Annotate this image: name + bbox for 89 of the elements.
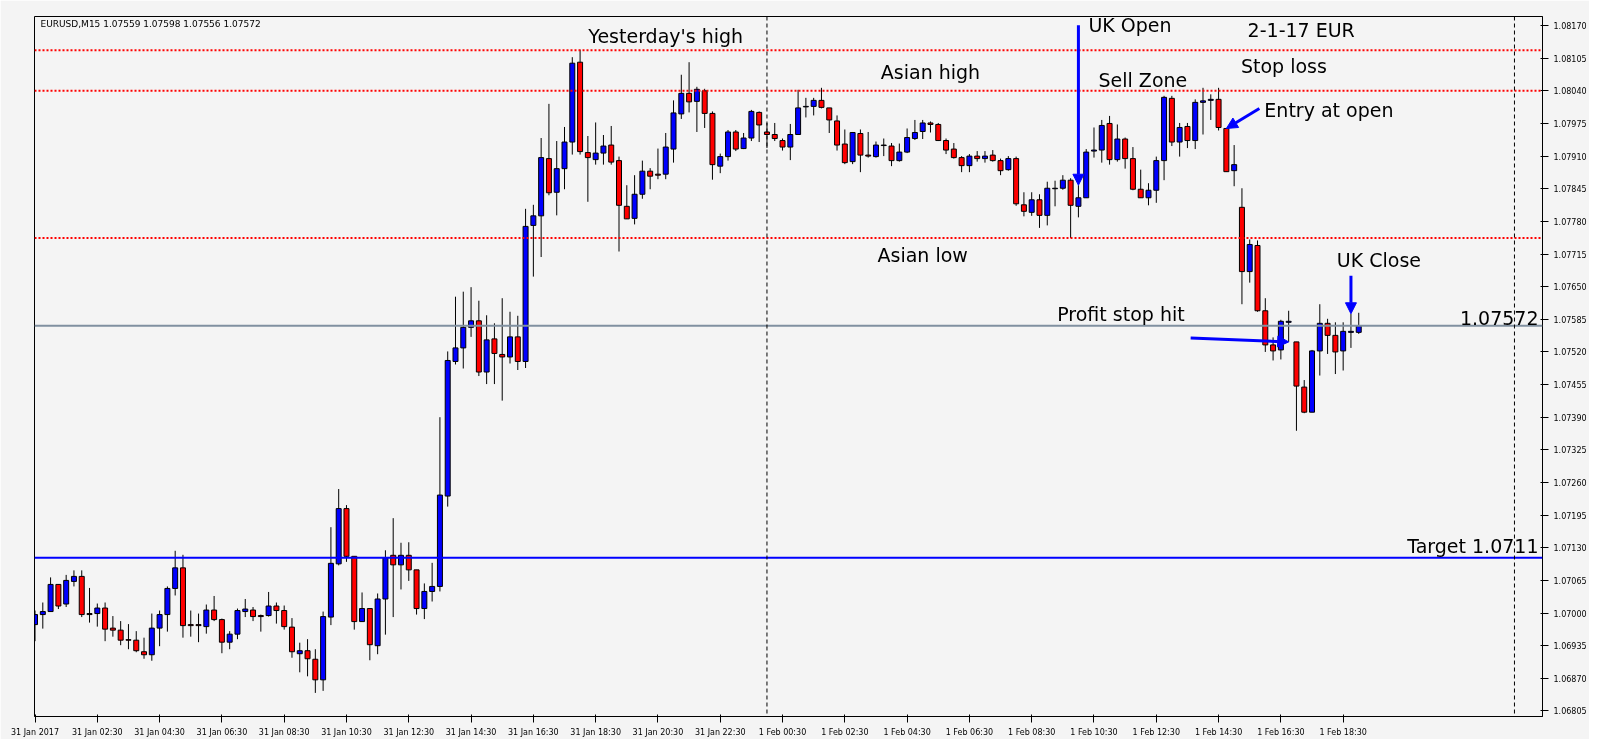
y-tick-label: 1.07065 (1553, 576, 1587, 586)
x-tick-label: 1 Feb 12:30 (1132, 727, 1180, 737)
y-tick-label: 1.07390 (1553, 413, 1587, 423)
x-tick-label: 31 Jan 14:30 (445, 727, 497, 737)
annotation: 2-1-17 EUR (1247, 19, 1355, 42)
candlestick (109, 615, 116, 638)
candlestick (405, 541, 412, 582)
candlestick (904, 127, 911, 154)
x-tick-label: 31 Jan 08:30 (258, 727, 310, 737)
candlestick (584, 135, 591, 203)
y-tick-label: 1.08170 (1553, 22, 1587, 32)
x-tick-label: 31 Jan 18:30 (570, 727, 621, 737)
y-tick-label: 1.07000 (1553, 609, 1587, 619)
annotation: UK Close (1336, 248, 1422, 271)
y-tick-label: 1.07520 (1553, 348, 1587, 358)
candlestick (693, 86, 700, 133)
candlestick (507, 311, 513, 364)
annotation: Stop loss (1240, 54, 1327, 77)
annotation: Asian high (880, 60, 981, 83)
ref-line-label: Target 1.0711 (1406, 534, 1539, 557)
y-tick-label: 1.08105 (1553, 54, 1587, 64)
chart-title: EURUSD,M15 1.07559 1.07598 1.07556 1.07572 (40, 18, 261, 29)
y-tick-label: 1.07780 (1553, 217, 1587, 227)
x-tick-label: 1 Feb 00:30 (758, 727, 807, 737)
x-tick-label: 31 Jan 04:30 (134, 727, 185, 737)
x-tick-label: 1 Feb 04:30 (883, 727, 931, 737)
y-tick-label: 1.06805 (1553, 707, 1587, 717)
candlestick (133, 630, 140, 653)
candlestick (530, 204, 537, 278)
candlestick (911, 119, 918, 141)
candlestick (429, 562, 436, 603)
candlestick (499, 297, 506, 402)
x-tick-label: 1 Feb 10:30 (1070, 727, 1118, 737)
candlestick (141, 637, 148, 660)
candlestick (211, 595, 218, 622)
candlestick (981, 150, 988, 164)
x-tick-label: 31 Jan 22:30 (694, 727, 746, 737)
ref-line-label: 1.07572 (1459, 306, 1539, 329)
x-tick-label: 31 Jan 2017 (11, 727, 60, 737)
x-tick-label: 31 Jan 10:30 (321, 727, 372, 737)
y-tick-label: 1.08040 (1553, 87, 1587, 97)
y-tick-label: 1.06870 (1553, 674, 1587, 684)
x-tick-label: 31 Jan 12:30 (383, 727, 435, 737)
y-tick-label: 1.07455 (1553, 381, 1587, 391)
annotation: Asian low (877, 243, 968, 266)
candlestick (826, 107, 833, 134)
y-tick-label: 1.07650 (1553, 283, 1587, 293)
candlestick (1270, 336, 1277, 361)
x-tick-label: 1 Feb 18:30 (1319, 727, 1367, 737)
x-tick-label: 1 Feb 08:30 (1008, 727, 1056, 737)
candlestick (865, 131, 872, 159)
candlestick (1091, 126, 1097, 159)
x-tick-label: 31 Jan 16:30 (508, 727, 559, 737)
x-tick-label: 31 Jan 20:30 (632, 727, 684, 737)
y-tick-label: 1.07975 (1553, 119, 1587, 129)
y-tick-label: 1.07325 (1553, 446, 1587, 456)
y-tick-label: 1.07260 (1553, 479, 1587, 488)
y-tick-label: 1.07910 (1553, 152, 1587, 162)
candlestick (1020, 191, 1027, 217)
candlestick (312, 648, 319, 694)
candlestick (218, 618, 225, 654)
y-tick-label: 1.07130 (1553, 544, 1587, 554)
x-tick-label: 1 Feb 16:30 (1257, 727, 1305, 737)
candlestick (802, 97, 809, 118)
annotation: Profit stop hit (1057, 302, 1185, 325)
x-tick-label: 1 Feb 02:30 (821, 727, 869, 737)
candlestick (226, 630, 233, 650)
y-tick-label: 1.07195 (1553, 511, 1587, 521)
candlestick (654, 148, 661, 180)
candlestick (1200, 87, 1206, 136)
y-tick-label: 1.06935 (1553, 642, 1587, 652)
x-tick-label: 31 Jan 02:30 (71, 727, 123, 737)
annotation: Entry at open (1264, 99, 1394, 122)
y-tick-label: 1.07585 (1553, 315, 1587, 325)
x-tick-label: 31 Jan 06:30 (196, 727, 248, 737)
candlestick (771, 122, 778, 142)
candlestick (102, 602, 109, 642)
y-tick-label: 1.07845 (1553, 185, 1587, 195)
annotation: Yesterday's high (587, 25, 744, 48)
candlestick (1122, 137, 1129, 170)
candlestick (460, 291, 467, 370)
candlestick (70, 569, 77, 587)
candlestick (592, 121, 599, 166)
annotation: Sell Zone (1098, 69, 1188, 92)
candlestick (359, 591, 366, 623)
x-tick-label: 1 Feb 06:30 (945, 727, 994, 737)
y-tick-label: 1.07715 (1553, 250, 1587, 260)
x-tick-label: 1 Feb 14:30 (1194, 727, 1243, 737)
annotation: UK Open (1088, 14, 1172, 37)
